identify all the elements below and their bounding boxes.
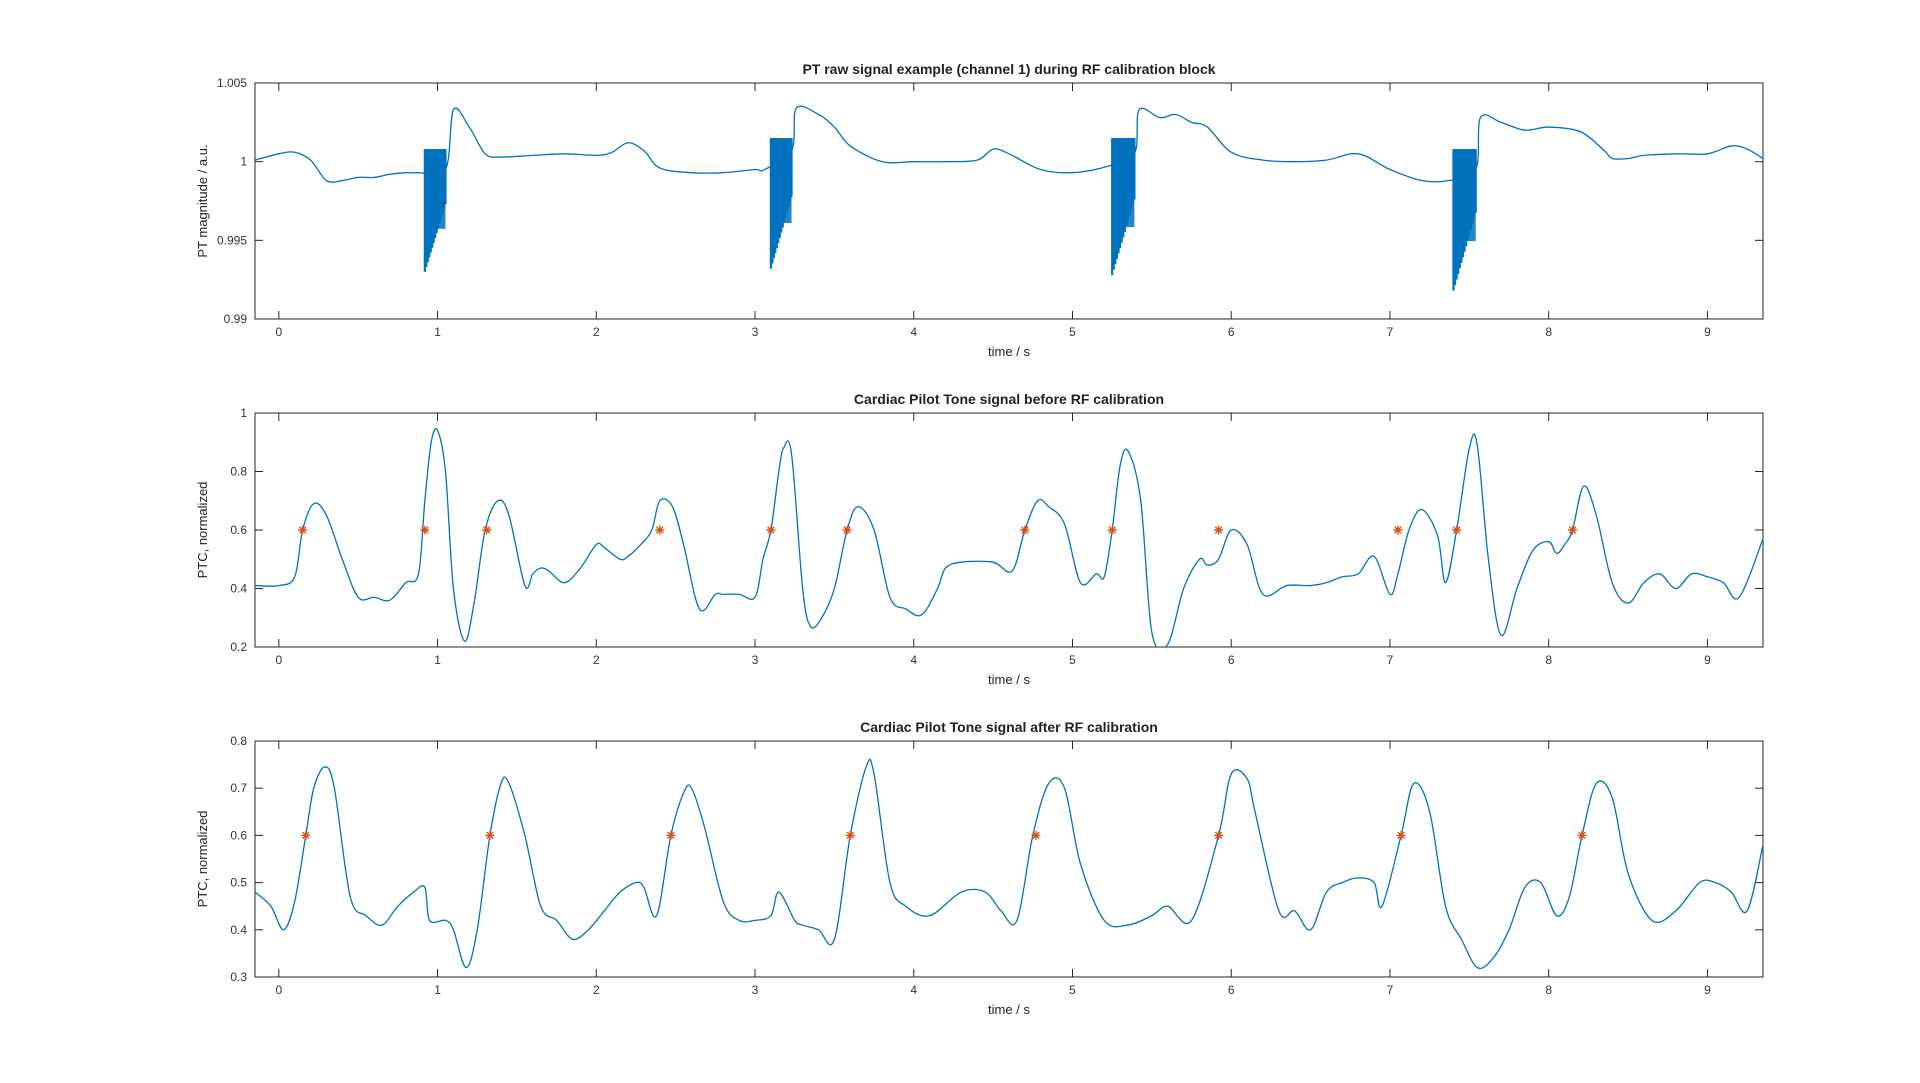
trigger-marker — [1107, 525, 1117, 535]
trigger-marker — [420, 525, 430, 535]
y-tick-label: 1 — [240, 155, 247, 169]
trigger-marker — [1020, 525, 1030, 535]
y-tick-label: 0.5 — [230, 876, 247, 890]
trigger-marker — [842, 525, 852, 535]
trigger-marker — [766, 525, 776, 535]
x-tick-label: 5 — [1069, 325, 1076, 339]
rf-calibration-burst-band — [1112, 138, 1135, 228]
trigger-marker — [298, 525, 308, 535]
trigger-marker — [1214, 525, 1224, 535]
x-tick-label: 3 — [752, 983, 759, 997]
y-tick-label: 0.4 — [230, 582, 247, 596]
x-tick-label: 9 — [1704, 983, 1711, 997]
chart-title: Cardiac Pilot Tone signal after RF calib… — [860, 719, 1158, 735]
series-group — [255, 105, 1763, 291]
x-tick-label: 4 — [910, 983, 917, 997]
x-tick-label: 3 — [752, 325, 759, 339]
y-tick-label: 0.3 — [230, 970, 247, 984]
x-tick-label: 5 — [1069, 983, 1076, 997]
trigger-marker — [482, 525, 492, 535]
x-tick-label: 4 — [910, 653, 917, 667]
x-tick-label: 7 — [1387, 325, 1394, 339]
x-tick-label: 9 — [1704, 653, 1711, 667]
rf-calibration-burst-band — [424, 149, 446, 229]
trigger-marker — [1396, 830, 1406, 840]
trigger-marker — [1214, 830, 1224, 840]
x-tick-label: 2 — [593, 653, 600, 667]
x-tick-label: 2 — [593, 983, 600, 997]
chart-title: PT raw signal example (channel 1) during… — [802, 61, 1215, 77]
trigger-marker — [1568, 525, 1578, 535]
y-tick-label: 0.995 — [217, 233, 247, 247]
trigger-marker — [845, 830, 855, 840]
x-tick-label: 8 — [1545, 983, 1552, 997]
trigger-marker — [301, 830, 311, 840]
y-axis-label: PTC, normalized — [195, 811, 210, 908]
trigger-marker — [485, 830, 495, 840]
x-tick-label: 5 — [1069, 653, 1076, 667]
x-tick-label: 0 — [275, 653, 282, 667]
x-tick-label: 7 — [1387, 983, 1394, 997]
y-tick-label: 0.99 — [224, 312, 248, 326]
y-tick-label: 1 — [240, 406, 247, 420]
plot-area — [254, 740, 1764, 978]
x-tick-label: 1 — [434, 983, 441, 997]
x-axis-label: time / s — [988, 1002, 1030, 1017]
x-tick-label: 6 — [1228, 983, 1235, 997]
plot-area — [254, 412, 1764, 648]
x-tick-label: 3 — [752, 653, 759, 667]
trigger-marker — [1031, 830, 1041, 840]
y-tick-label: 0.2 — [230, 640, 247, 654]
x-tick-label: 1 — [434, 653, 441, 667]
y-axis-label: PT magnitude / a.u. — [195, 144, 210, 257]
x-tick-label: 4 — [910, 325, 917, 339]
trigger-marker — [1452, 525, 1462, 535]
y-tick-label: 0.6 — [230, 523, 247, 537]
y-tick-label: 1.005 — [217, 76, 247, 90]
series-line — [255, 758, 1763, 969]
x-tick-label: 2 — [593, 325, 600, 339]
x-axis-label: time / s — [988, 672, 1030, 687]
rf-calibration-burst-band — [1453, 149, 1476, 242]
rf-calibration-burst-band — [770, 138, 792, 223]
series-line — [255, 105, 1763, 183]
x-tick-label: 1 — [434, 325, 441, 339]
series-group — [255, 428, 1763, 647]
y-tick-label: 0.8 — [230, 734, 247, 748]
y-tick-label: 0.6 — [230, 828, 247, 842]
y-axis-label: PTC, normalized — [195, 482, 210, 579]
trigger-marker — [655, 525, 665, 535]
series-group — [255, 758, 1763, 969]
x-tick-label: 9 — [1704, 325, 1711, 339]
x-tick-label: 6 — [1228, 653, 1235, 667]
x-tick-label: 8 — [1545, 325, 1552, 339]
trigger-marker — [1577, 830, 1587, 840]
y-tick-label: 0.8 — [230, 465, 247, 479]
chart-ptc-before-calibration: Cardiac Pilot Tone signal before RF cali… — [195, 391, 1764, 687]
chart-title: Cardiac Pilot Tone signal before RF cali… — [854, 391, 1164, 407]
x-axis-label: time / s — [988, 344, 1030, 359]
trigger-marker — [666, 830, 676, 840]
chart-ptc-after-calibration: Cardiac Pilot Tone signal after RF calib… — [195, 719, 1764, 1017]
x-tick-label: 6 — [1228, 325, 1235, 339]
series-line — [255, 428, 1763, 647]
chart-pt-raw-signal: PT raw signal example (channel 1) during… — [195, 61, 1764, 359]
x-tick-label: 8 — [1545, 653, 1552, 667]
plot-area — [254, 82, 1764, 320]
x-tick-label: 0 — [275, 325, 282, 339]
y-tick-label: 0.7 — [230, 781, 247, 795]
x-tick-label: 0 — [275, 983, 282, 997]
y-tick-label: 0.4 — [230, 923, 247, 937]
trigger-marker — [1393, 525, 1403, 535]
x-tick-label: 7 — [1387, 653, 1394, 667]
